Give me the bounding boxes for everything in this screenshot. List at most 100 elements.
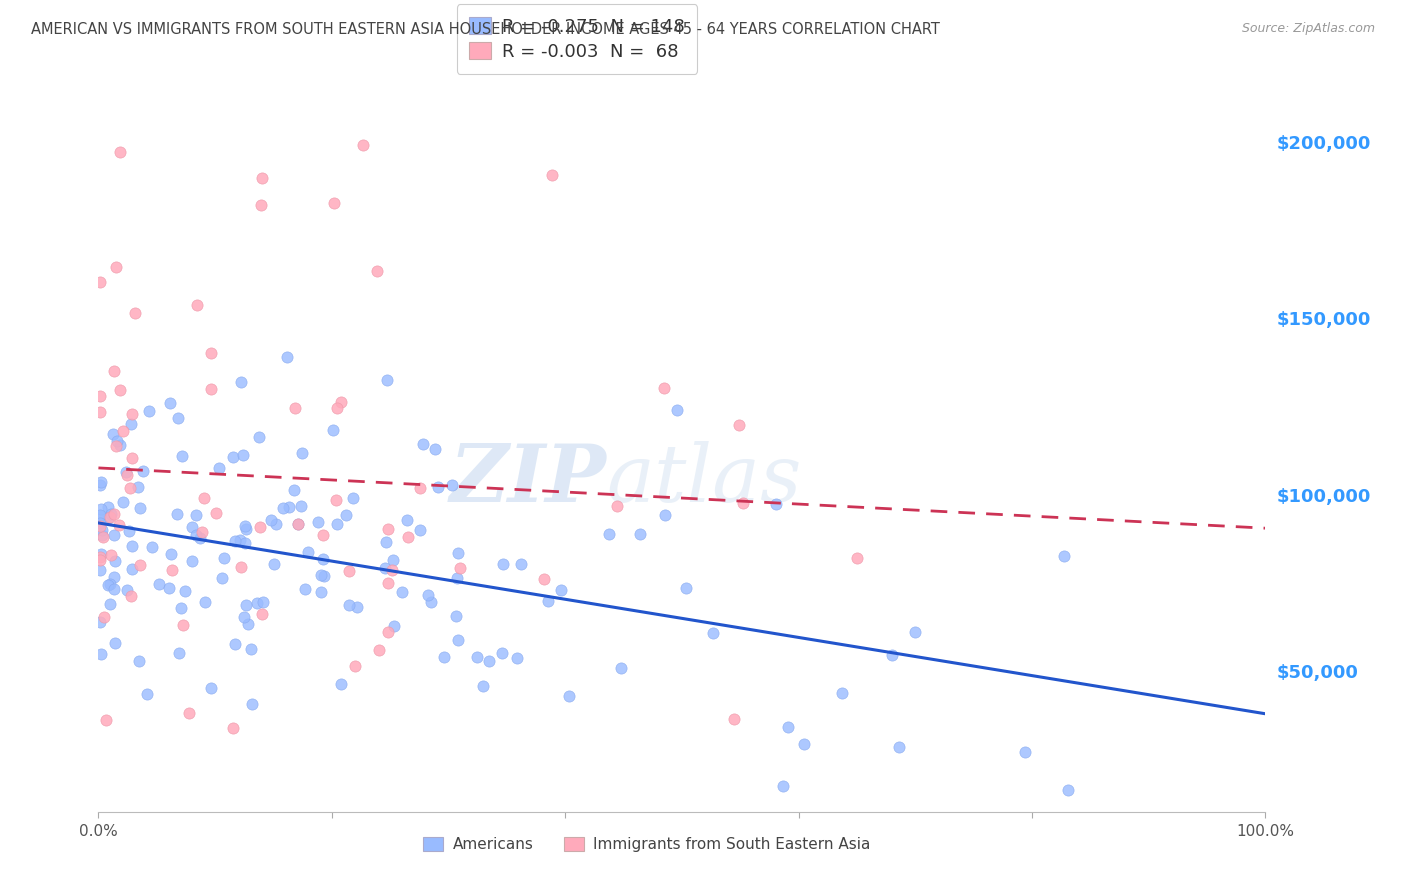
Point xyxy=(224,637,246,651)
Point xyxy=(447,546,470,560)
Point xyxy=(89,518,111,533)
Point xyxy=(246,596,269,610)
Point xyxy=(211,571,233,585)
Point xyxy=(214,550,236,565)
Point xyxy=(412,437,434,451)
Point xyxy=(533,572,555,586)
Point xyxy=(193,491,215,505)
Point xyxy=(222,450,245,464)
Point xyxy=(366,264,388,278)
Point xyxy=(377,625,399,640)
Point xyxy=(409,482,432,496)
Point xyxy=(654,508,676,522)
Point xyxy=(323,196,346,211)
Point xyxy=(426,480,449,494)
Point xyxy=(89,508,111,522)
Point xyxy=(118,524,141,538)
Point xyxy=(882,648,904,662)
Point xyxy=(294,582,316,596)
Point xyxy=(610,661,633,675)
Point xyxy=(129,501,152,516)
Legend: Americans, Immigrants from South Eastern Asia: Americans, Immigrants from South Eastern… xyxy=(418,831,876,858)
Point xyxy=(117,582,139,597)
Point xyxy=(606,499,628,513)
Point xyxy=(423,442,446,456)
Point xyxy=(381,552,404,566)
Point xyxy=(772,780,794,794)
Point xyxy=(224,533,246,548)
Point xyxy=(235,598,257,612)
Point xyxy=(391,584,413,599)
Point xyxy=(90,501,112,516)
Point xyxy=(104,635,127,649)
Point xyxy=(127,480,149,494)
Point xyxy=(846,551,869,566)
Point xyxy=(309,568,332,582)
Point xyxy=(290,500,312,514)
Point xyxy=(239,642,262,657)
Point xyxy=(505,650,527,665)
Point xyxy=(103,570,125,584)
Point xyxy=(100,507,122,521)
Point xyxy=(311,585,333,599)
Point xyxy=(112,495,135,509)
Point xyxy=(352,138,374,153)
Point xyxy=(184,508,207,522)
Point xyxy=(346,599,368,614)
Point xyxy=(194,595,217,609)
Point xyxy=(100,548,122,562)
Point xyxy=(108,438,131,452)
Point xyxy=(115,465,138,479)
Point xyxy=(98,597,121,611)
Point xyxy=(252,171,274,186)
Point xyxy=(654,381,676,395)
Point xyxy=(136,687,159,701)
Point xyxy=(157,581,180,595)
Point xyxy=(170,601,193,615)
Point xyxy=(180,554,202,568)
Point xyxy=(236,617,259,632)
Point xyxy=(247,430,270,444)
Point xyxy=(235,535,257,549)
Point xyxy=(312,528,335,542)
Point xyxy=(416,588,439,602)
Point xyxy=(444,609,467,624)
Point xyxy=(90,475,112,489)
Point xyxy=(283,483,305,497)
Point xyxy=(200,346,222,360)
Point xyxy=(89,477,111,491)
Point xyxy=(250,198,273,212)
Point xyxy=(337,598,360,612)
Point xyxy=(541,168,564,182)
Point xyxy=(104,260,127,274)
Point xyxy=(103,582,125,596)
Point xyxy=(108,145,131,159)
Point xyxy=(598,526,620,541)
Point xyxy=(374,560,396,574)
Point xyxy=(91,528,114,542)
Point xyxy=(232,609,254,624)
Point xyxy=(107,518,129,533)
Point xyxy=(252,595,274,609)
Point xyxy=(478,654,501,668)
Point xyxy=(1053,549,1076,563)
Point xyxy=(325,517,347,532)
Point xyxy=(179,706,201,720)
Point xyxy=(491,647,513,661)
Point xyxy=(200,382,222,396)
Point xyxy=(167,411,190,425)
Point xyxy=(284,401,307,415)
Point xyxy=(103,507,125,521)
Point xyxy=(1014,745,1036,759)
Point xyxy=(558,690,581,704)
Point xyxy=(89,615,111,630)
Point xyxy=(89,388,111,402)
Point xyxy=(121,540,143,554)
Point xyxy=(120,589,142,603)
Point xyxy=(91,523,114,537)
Point xyxy=(382,618,405,632)
Point xyxy=(208,460,231,475)
Point xyxy=(260,513,283,527)
Point xyxy=(337,564,360,578)
Point xyxy=(172,618,194,632)
